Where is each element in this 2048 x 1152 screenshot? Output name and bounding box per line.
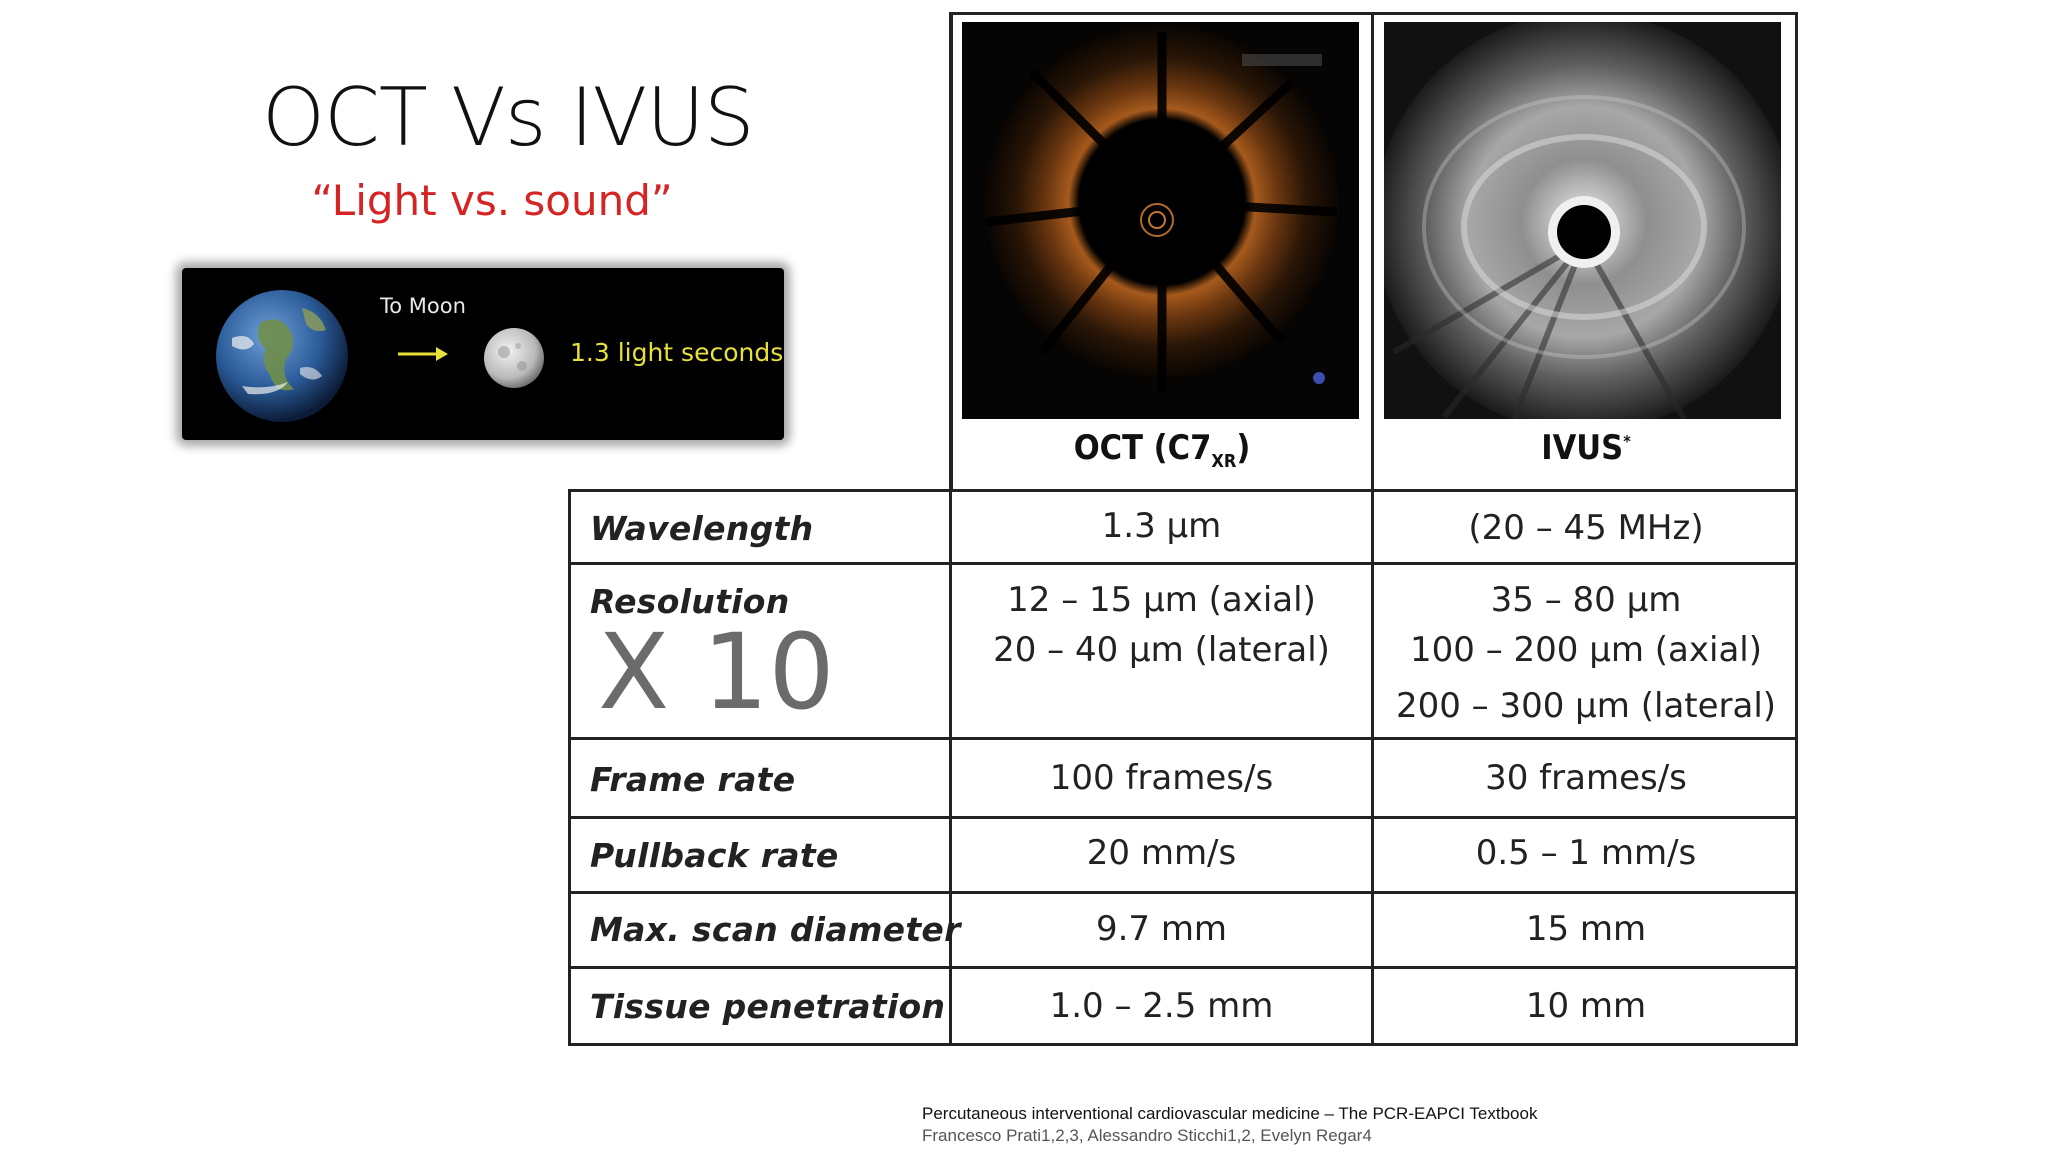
row-label-max-scan-diameter: Max. scan diameter <box>590 910 961 949</box>
left-header-border <box>949 12 952 492</box>
oct-header-suffix: ) <box>1236 428 1251 468</box>
earth-moon-graphic: To Moon 1.3 light seconds <box>182 268 784 440</box>
ivus-header-label: IVUS <box>1541 428 1624 468</box>
cell-oct-frame-rate: 100 frames/s <box>1049 758 1274 798</box>
ivus-scan-image <box>1384 22 1781 419</box>
slide-subtitle: “Light vs. sound” <box>311 176 673 225</box>
row-label-pullback-rate: Pullback rate <box>590 836 839 875</box>
reference-authors: Francesco Prati1,2,3, Alessandro Sticchi… <box>922 1126 1372 1145</box>
cell-ivus-wavelength: (20 – 45 MHz) <box>1468 508 1704 548</box>
row-divider <box>568 816 1798 819</box>
arrow-right-icon <box>398 347 448 361</box>
reference-source: Percutaneous interventional cardiovascul… <box>922 1104 1538 1123</box>
column-header-oct: OCT (C7XR) <box>953 428 1371 490</box>
cell-oct-resolution-axial: 12 – 15 µm (axial) <box>1007 580 1316 620</box>
cell-ivus-resolution: 35 – 80 µm <box>1490 580 1682 620</box>
ivus-header-superscript: * <box>1623 431 1631 451</box>
cell-oct-pullback-rate: 20 mm/s <box>1086 833 1237 873</box>
comparison-table <box>568 489 1798 1046</box>
cell-oct-resolution-lateral: 20 – 40 µm (lateral) <box>993 630 1330 670</box>
to-moon-label: To Moon <box>380 294 466 318</box>
oct-scan-image <box>962 22 1359 419</box>
cell-ivus-max-scan-diameter: 15 mm <box>1525 909 1647 949</box>
oct-header-subscript: XR <box>1211 450 1237 472</box>
label-column-divider <box>949 489 952 1046</box>
row-label-wavelength: Wavelength <box>590 509 814 548</box>
row-label-frame-rate: Frame rate <box>590 760 796 799</box>
cell-oct-tissue-penetration: 1.0 – 2.5 mm <box>1049 986 1274 1026</box>
resolution-multiplier-annotation: X 10 <box>598 611 835 733</box>
slide-title: OCT Vs IVUS <box>262 71 755 164</box>
oct-header-label: OCT (C7 <box>1073 428 1212 468</box>
cell-ivus-pullback-rate: 0.5 – 1 mm/s <box>1475 833 1697 873</box>
cell-ivus-frame-rate: 30 frames/s <box>1485 758 1687 798</box>
cell-ivus-tissue-penetration: 10 mm <box>1525 986 1647 1026</box>
column-header-ivus: IVUS* <box>1374 428 1798 490</box>
earth-icon <box>216 290 348 422</box>
row-label-tissue-penetration: Tissue penetration <box>590 987 946 1026</box>
header-column-divider <box>1371 12 1374 1046</box>
row-divider <box>568 891 1798 894</box>
cell-oct-wavelength: 1.3 µm <box>1101 506 1222 546</box>
row-label-resolution: Resolution <box>590 582 790 621</box>
cell-ivus-resolution-lateral: 200 – 300 µm (lateral) <box>1395 686 1777 726</box>
cell-ivus-resolution-axial: 100 – 200 µm (axial) <box>1410 630 1762 670</box>
row-divider <box>568 737 1798 740</box>
earth-moon-illustration <box>216 290 544 422</box>
cell-oct-max-scan-diameter: 9.7 mm <box>1095 909 1228 949</box>
light-seconds-label: 1.3 light seconds <box>570 338 784 367</box>
row-divider <box>568 966 1798 969</box>
moon-icon <box>484 328 544 388</box>
row-divider <box>568 562 1798 565</box>
